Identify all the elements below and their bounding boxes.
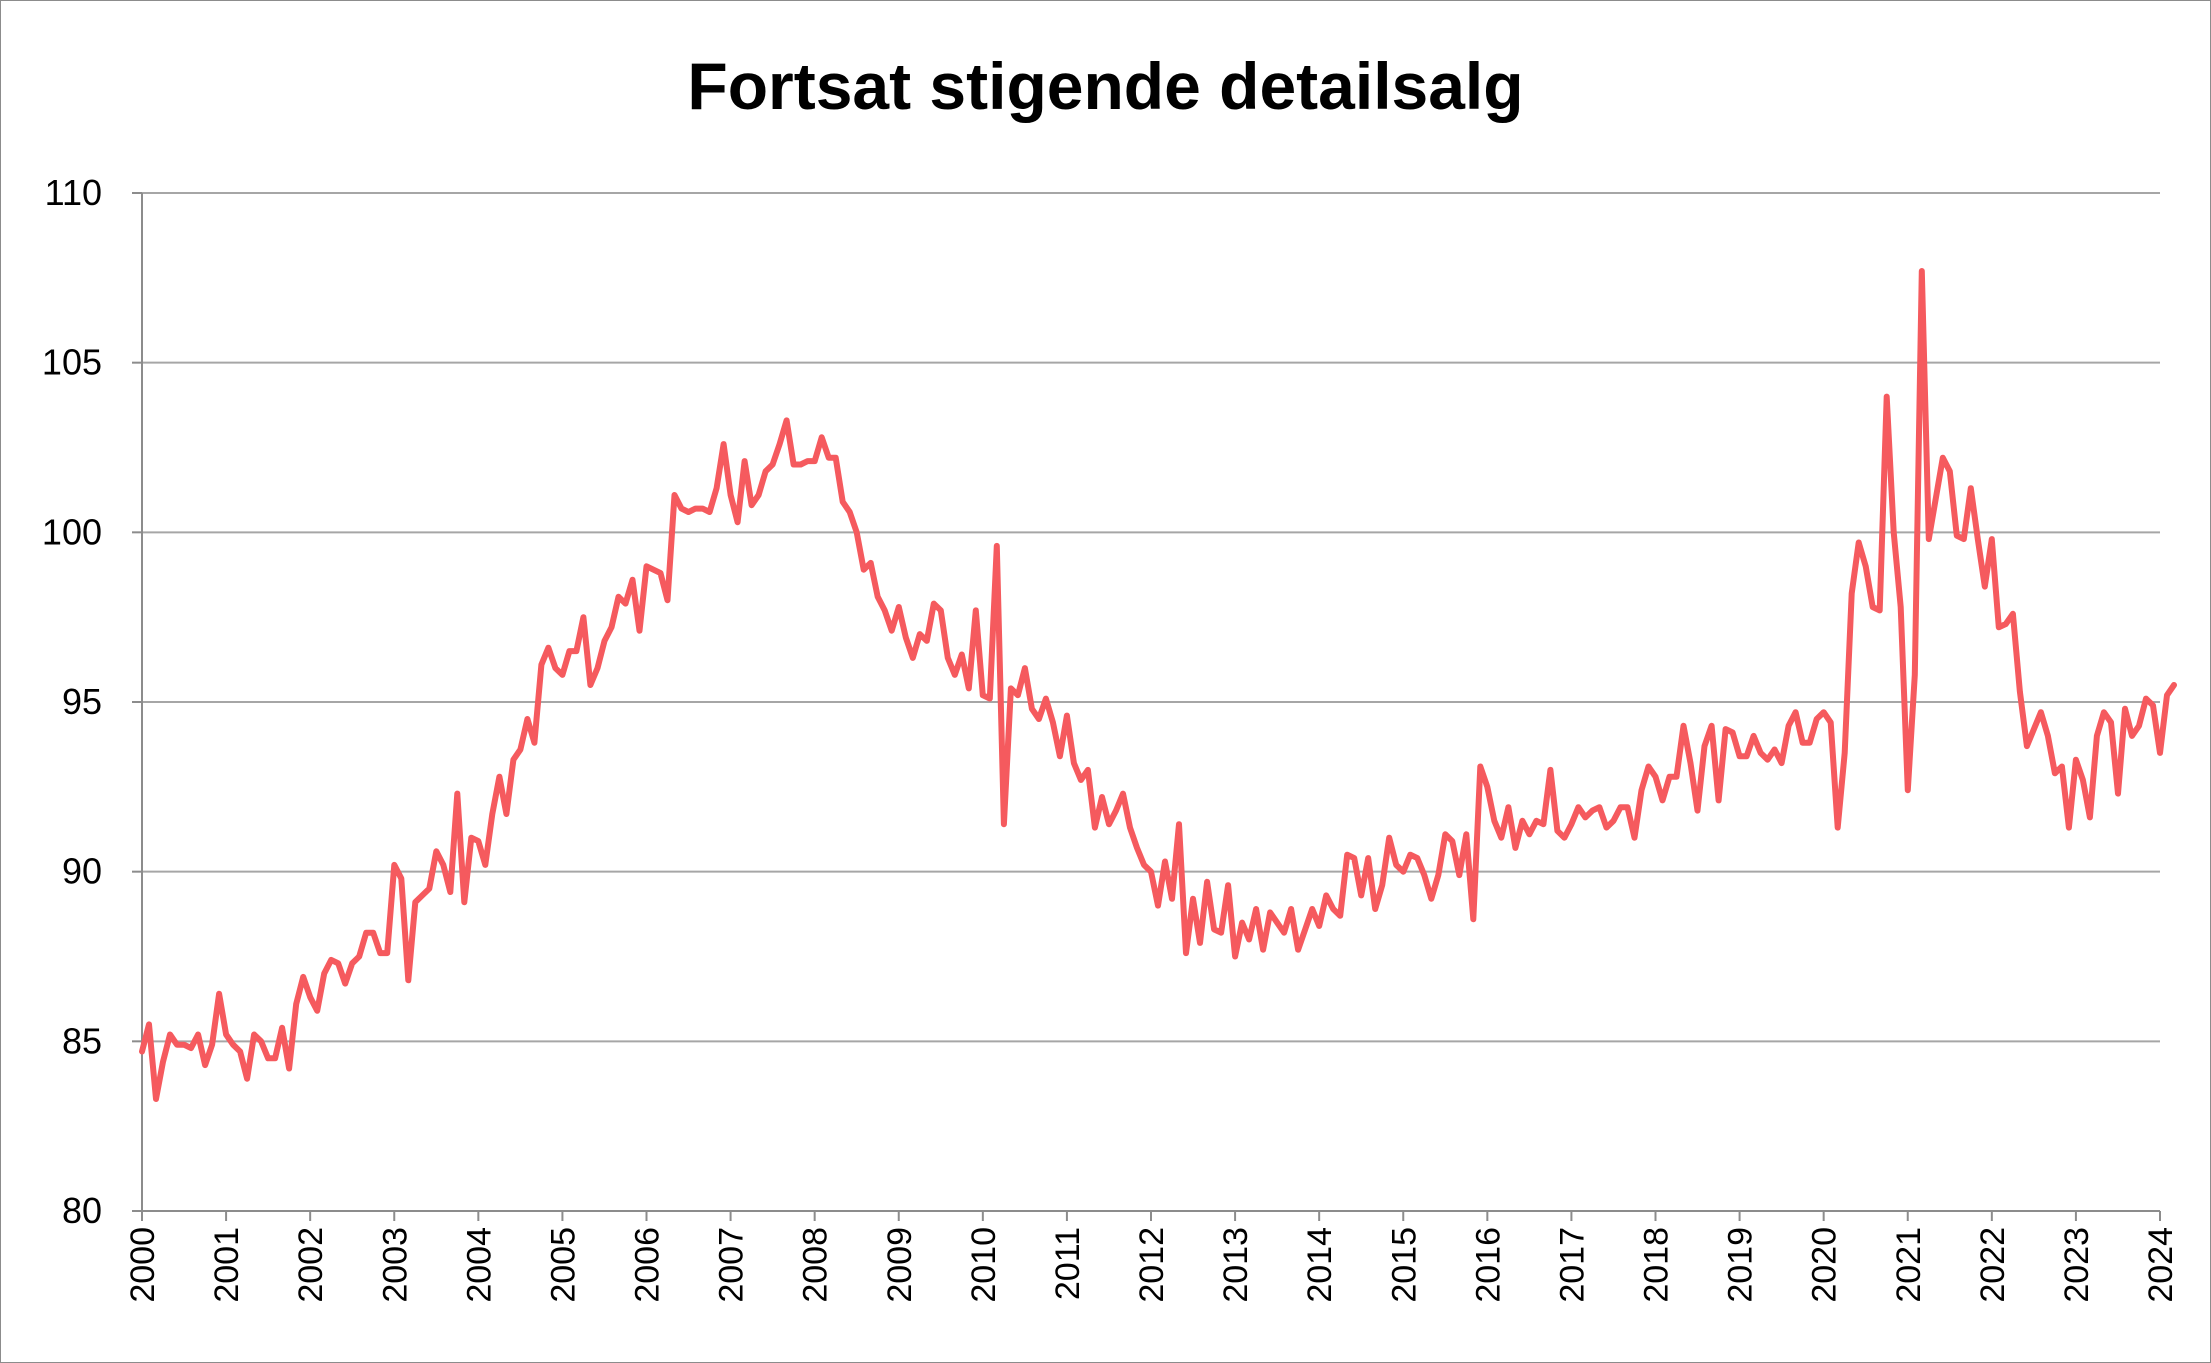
x-tick-label: 2016 (1469, 1227, 1507, 1303)
y-tick-label: 110 (45, 172, 102, 213)
x-tick-label: 2022 (1974, 1227, 2012, 1303)
y-tick-label: 90 (62, 851, 102, 892)
x-tick-label: 2006 (629, 1227, 667, 1303)
x-tick-label: 2002 (292, 1227, 330, 1303)
y-tick-label: 85 (62, 1020, 102, 1061)
x-tick-label: 2024 (2142, 1227, 2180, 1303)
x-tick-label: 2014 (1301, 1227, 1339, 1303)
x-tick-label: 2003 (376, 1227, 414, 1303)
x-tick-labels: 2000 2001 2002 2003 2004 2005 2006 2007 2008 2009… (124, 1227, 2180, 1303)
x-tick-label: 2012 (1133, 1227, 1171, 1303)
x-tick-label: 2020 (1806, 1227, 1844, 1303)
grid-lines (142, 192, 2160, 1043)
x-tick-label: 2005 (544, 1227, 582, 1303)
y-tick-label: 95 (62, 681, 102, 722)
x-tick-label: 2010 (965, 1227, 1003, 1303)
x-tick-label: 2009 (881, 1227, 919, 1303)
x-tick-label: 2000 (124, 1227, 162, 1303)
x-tick-label: 2007 (713, 1227, 751, 1303)
series-layer (139, 268, 2177, 1102)
y-tick-label: 80 (62, 1190, 102, 1231)
y-tick-label: 100 (42, 511, 102, 552)
x-tick-label: 2017 (1553, 1227, 1591, 1303)
x-tick-label: 2015 (1385, 1227, 1423, 1303)
y-tick-labels: 80 85 90 95 100 105 110 (42, 172, 102, 1231)
x-tick-label: 2018 (1638, 1227, 1676, 1303)
x-tick-label: 2023 (2058, 1227, 2096, 1303)
series-line-0 (139, 268, 2177, 1102)
x-tick-label: 2011 (1049, 1227, 1087, 1300)
x-tick-label: 2019 (1722, 1227, 1760, 1303)
x-tick-label: 2004 (460, 1227, 498, 1303)
x-tick-label: 2013 (1217, 1227, 1255, 1303)
chart-title: Fortsat stigende detailsalg (687, 49, 1524, 123)
axes (132, 192, 2161, 1221)
x-tick-label: 2001 (208, 1227, 246, 1303)
x-tick-label: 2008 (797, 1227, 835, 1303)
x-tick-label: 2021 (1890, 1227, 1928, 1303)
y-tick-label: 105 (42, 342, 102, 383)
